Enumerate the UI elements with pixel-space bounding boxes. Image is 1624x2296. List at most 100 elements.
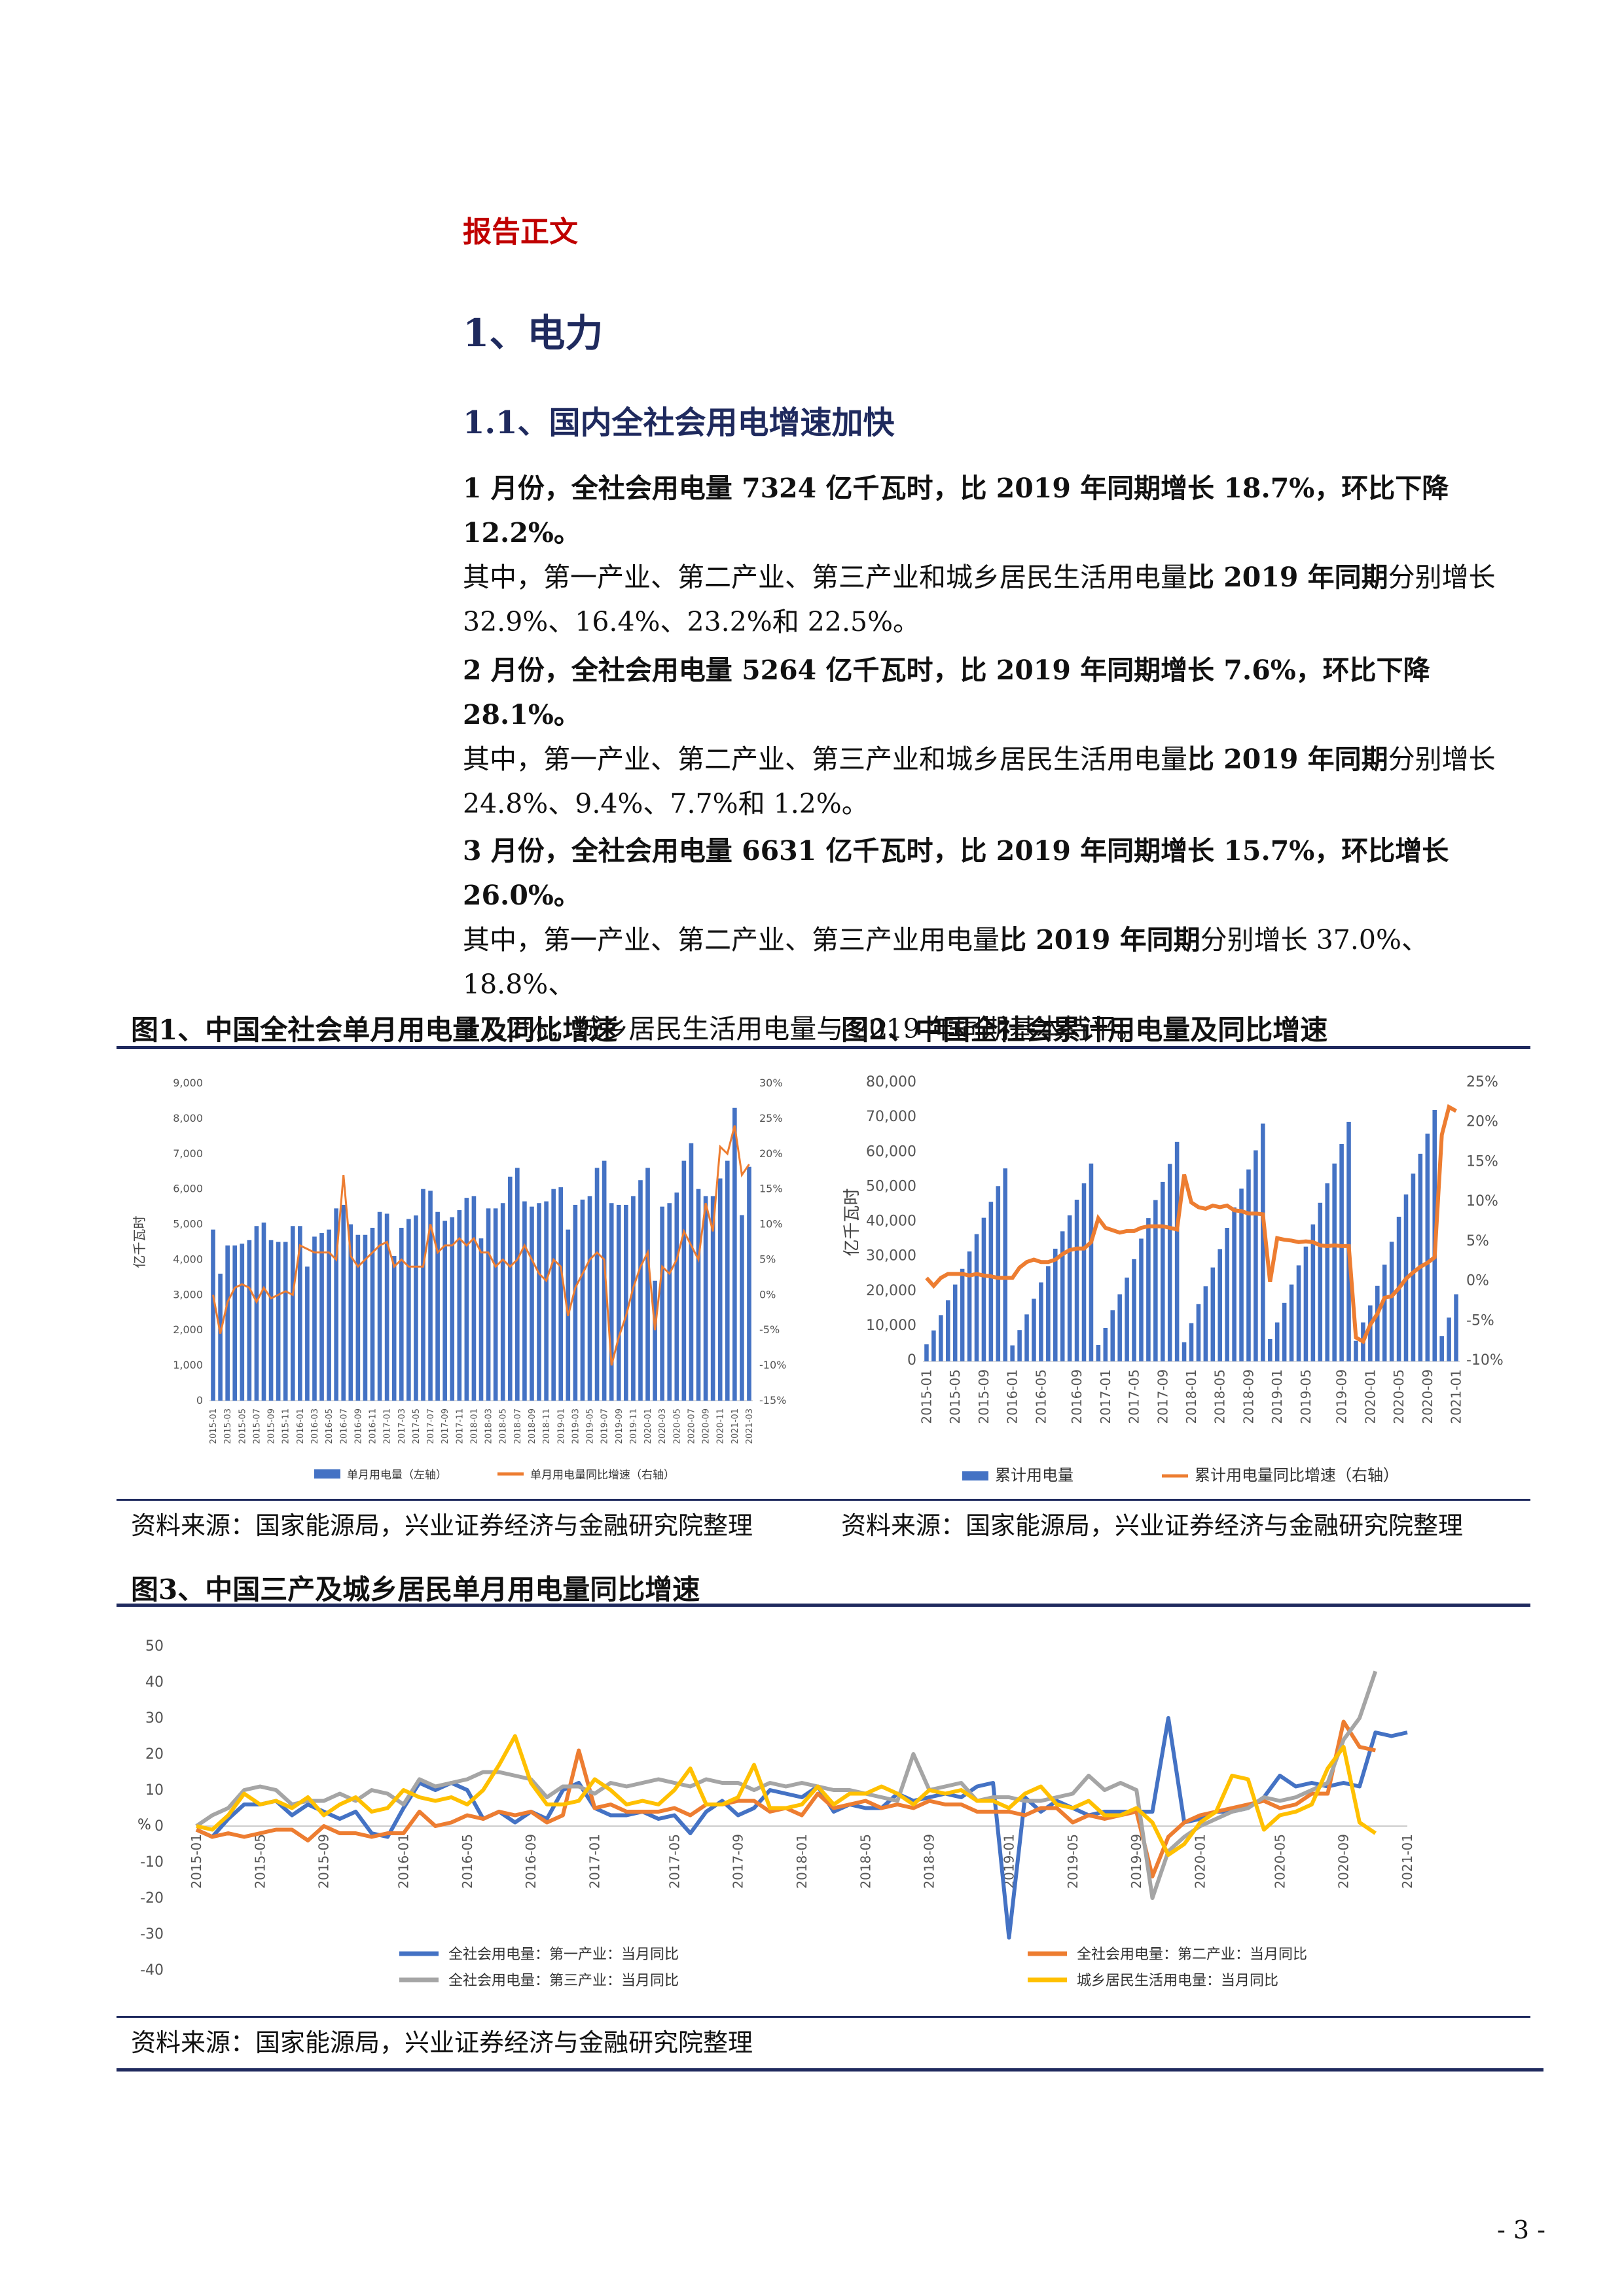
y-tick-label: 8,000 — [173, 1112, 203, 1124]
paragraph-mar-text2: 分别增长 37.0%、18.8%、 — [463, 924, 1428, 1000]
bar — [1332, 1163, 1337, 1361]
bar — [1067, 1215, 1072, 1361]
fig3-chart: 50 40 30 20 10 0 -10 -20 -30 -40% 2015-01 2015-05 20… — [137, 1638, 1415, 1989]
y-tick-label: 5,000 — [173, 1218, 203, 1230]
bar — [747, 1166, 751, 1401]
bar — [587, 1196, 592, 1401]
bar — [1146, 1218, 1151, 1361]
bar — [1411, 1174, 1416, 1361]
bar — [1375, 1285, 1380, 1361]
x-tick-label: 2015-05 — [947, 1369, 963, 1424]
x-tick-label: 2017-09 — [731, 1834, 746, 1889]
bar — [1117, 1294, 1122, 1361]
paragraph-feb-text2: 分别增长 — [1388, 744, 1496, 775]
bar — [1261, 1123, 1265, 1361]
x-tick-label: 2015-03 — [223, 1408, 233, 1444]
bar — [974, 1234, 979, 1361]
x-tick-label: 2018-01 — [1183, 1369, 1199, 1424]
x-tick-label: 2020-01 — [643, 1408, 653, 1444]
bar — [355, 1234, 361, 1401]
fig3-top-rule — [117, 1604, 1530, 1607]
bar — [319, 1233, 324, 1401]
y-axis-label: 亿千瓦时 — [132, 1216, 147, 1268]
x-tick-label: 2016-05 — [325, 1408, 334, 1444]
paragraph-jan-emph: 比 2019 年同期 — [1187, 562, 1388, 593]
bar — [493, 1208, 498, 1401]
bar — [341, 1204, 346, 1401]
bar — [660, 1206, 664, 1401]
bar — [924, 1344, 929, 1361]
x-tick-label: 2015-11 — [281, 1408, 291, 1444]
y-tick-label: 0 — [196, 1394, 203, 1407]
paragraph-mar-values: 17.2%，城乡居民生活用电量与 2019 年同期基本持平。 — [463, 1013, 1144, 1045]
bar — [225, 1245, 230, 1401]
fig1-title: 图1、中国全社会单月用电量及同比增速 — [131, 1014, 618, 1046]
y2-tick-label: -10% — [759, 1359, 786, 1371]
fig3-bottom-rule — [117, 2016, 1530, 2018]
y-tick-label: 20,000 — [866, 1283, 916, 1299]
x-tick-label: 2017-07 — [426, 1408, 436, 1444]
footer-rule — [117, 2068, 1543, 2072]
paragraph-mar-emph: 比 2019 年同期 — [1000, 924, 1200, 956]
fig-top-rule — [117, 1046, 1530, 1049]
bar — [211, 1229, 215, 1401]
bar — [945, 1300, 950, 1361]
y-tick-label: 50 — [145, 1638, 164, 1655]
bar — [1418, 1153, 1423, 1361]
x-tick-label: 2019-09 — [1128, 1834, 1144, 1889]
y-tick-label: 10 — [145, 1782, 164, 1799]
x-tick-label: 2017-11 — [455, 1408, 465, 1444]
x-tick-label: 2015-09 — [316, 1834, 332, 1889]
legend-label: 全社会用电量：第三产业：当月同比 — [448, 1973, 679, 1989]
bar — [1382, 1265, 1387, 1361]
legend-swatch-bars — [314, 1469, 340, 1479]
y-tick-label: 4,000 — [173, 1253, 203, 1265]
x-tick-label: 2018-05 — [1212, 1369, 1228, 1424]
x-tick-label: 2021-03 — [745, 1408, 755, 1444]
y2-tick-label: 25% — [759, 1112, 783, 1124]
bar — [1267, 1339, 1272, 1361]
x-tick-label: 2021-01 — [731, 1408, 740, 1444]
x-tick-label: 2015-05 — [238, 1408, 247, 1444]
y2-tick-label: 0% — [759, 1288, 776, 1300]
bar — [544, 1201, 549, 1401]
bar — [515, 1168, 520, 1401]
paragraph-feb-lead: 2 月份，全社会用电量 5264 亿千瓦时，比 2019 年同期增长 7.6%，… — [463, 655, 1430, 730]
x-tick-label: 2015-09 — [976, 1369, 992, 1424]
bar — [1132, 1259, 1136, 1361]
bar — [1046, 1266, 1051, 1361]
fig3-source: 资料来源：国家能源局，兴业证券经济与金融研究院整理 — [131, 2028, 753, 2057]
bar — [1110, 1310, 1115, 1361]
paragraph-jan-values: 32.9%、16.4%、23.2%和 22.5%。 — [463, 606, 920, 637]
bar — [558, 1187, 564, 1401]
bar — [1454, 1294, 1458, 1361]
bar — [283, 1242, 288, 1401]
y2-tick-label: 15% — [759, 1183, 783, 1195]
bar — [1447, 1318, 1451, 1361]
x-tick-label: 2016-05 — [1033, 1369, 1049, 1424]
bar — [740, 1215, 744, 1401]
paragraph-feb-emph: 比 2019 年同期 — [1187, 744, 1388, 775]
x-tick-label: 2015-09 — [267, 1408, 277, 1444]
bar — [363, 1234, 368, 1401]
bar — [1081, 1183, 1087, 1361]
series-line — [925, 1103, 1457, 1344]
fig2-source: 资料来源：国家能源局，兴业证券经济与金融研究院整理 — [841, 1511, 1464, 1540]
bar — [1039, 1282, 1043, 1361]
fig12-bottom-rule — [117, 1499, 1530, 1501]
x-tick-label: 2018-03 — [484, 1408, 494, 1444]
bar — [1303, 1246, 1308, 1361]
bar — [981, 1217, 986, 1361]
bar — [960, 1268, 965, 1361]
x-tick-label: 2018-09 — [922, 1834, 937, 1889]
bar — [653, 1280, 657, 1401]
bar — [1210, 1267, 1216, 1361]
bar — [939, 1315, 943, 1361]
bar — [1003, 1168, 1008, 1361]
y-tick-label: 40,000 — [866, 1213, 916, 1230]
bar — [1139, 1238, 1144, 1361]
bar — [254, 1226, 259, 1401]
bar — [1218, 1249, 1223, 1361]
y-axis-label: 亿千瓦时 — [842, 1188, 862, 1256]
bar — [1346, 1121, 1351, 1361]
